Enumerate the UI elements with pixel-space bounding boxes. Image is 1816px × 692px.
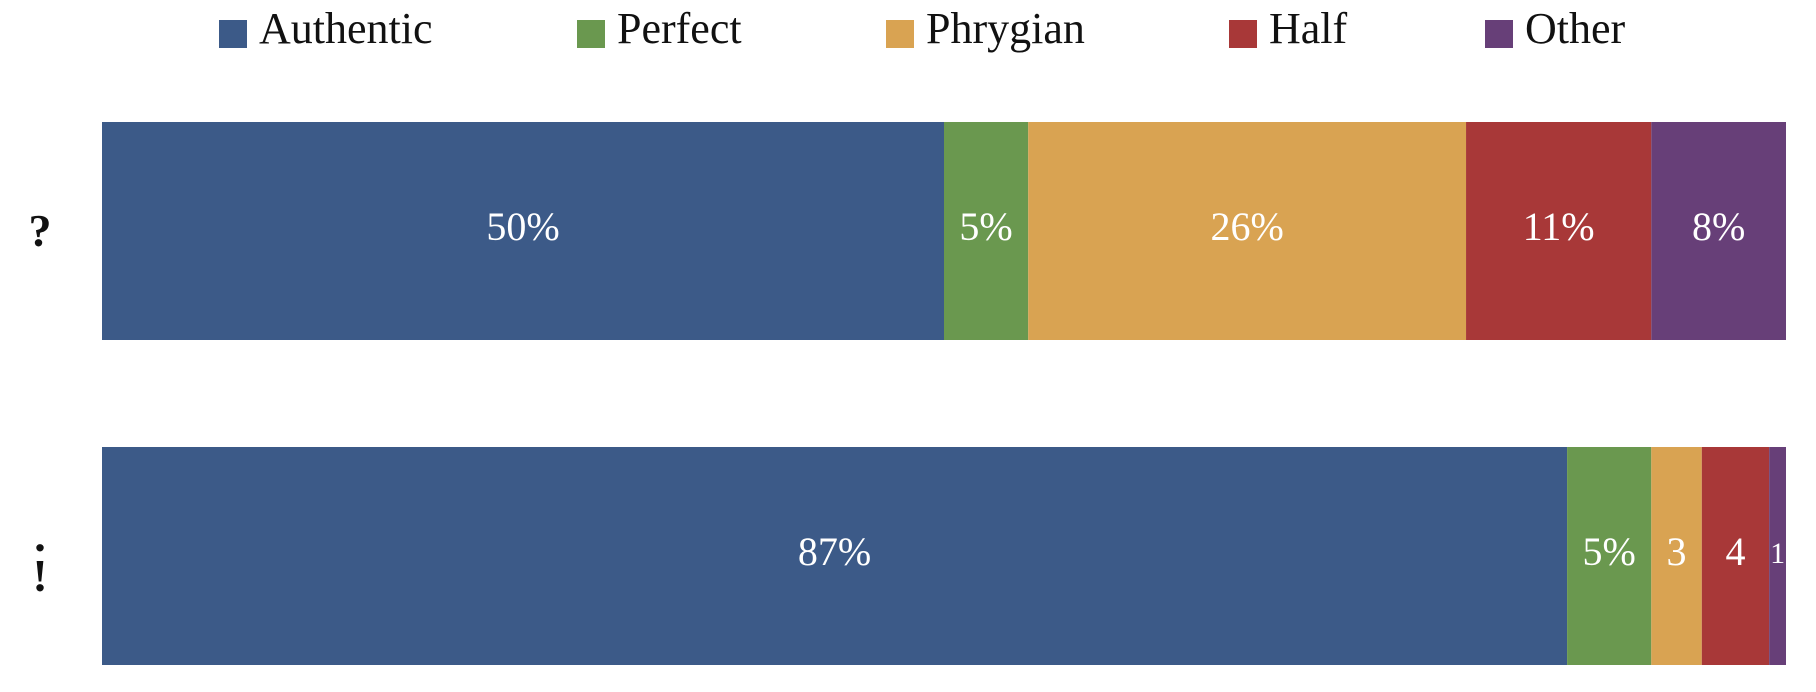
value-label: 3 <box>1667 529 1687 574</box>
legend-swatch <box>1485 20 1513 48</box>
legend-swatch <box>1229 20 1257 48</box>
value-label: 87% <box>798 529 871 574</box>
legend-label: Perfect <box>617 4 742 53</box>
value-label: 8% <box>1692 204 1745 249</box>
value-label: 5% <box>1583 529 1636 574</box>
value-label: 1 <box>1770 537 1785 570</box>
bar-segment <box>1701 447 1770 665</box>
value-label: 11% <box>1523 204 1595 249</box>
category-label: ? <box>28 205 52 256</box>
value-label: 26% <box>1210 204 1283 249</box>
bar-segment <box>944 122 1029 340</box>
legend-label: Other <box>1525 4 1626 53</box>
value-label: 50% <box>486 204 559 249</box>
bar-segment <box>102 447 1568 665</box>
value-label: 4 <box>1725 529 1745 574</box>
bar-segment <box>1651 122 1786 340</box>
bar-segment <box>1466 122 1652 340</box>
legend-swatch <box>577 20 605 48</box>
bar-segment <box>1567 447 1652 665</box>
category-label: . ! <box>32 510 48 601</box>
bar-segment <box>1651 447 1702 665</box>
legend-label: Phrygian <box>926 4 1085 53</box>
bar-segment <box>1028 122 1467 340</box>
legend-label: Authentic <box>259 4 433 53</box>
legend-swatch <box>219 20 247 48</box>
legend-swatch <box>886 20 914 48</box>
bar-segment <box>102 122 944 340</box>
value-label: 5% <box>959 204 1012 249</box>
legend-label: Half <box>1269 4 1348 53</box>
bar-segment <box>1769 447 1786 665</box>
